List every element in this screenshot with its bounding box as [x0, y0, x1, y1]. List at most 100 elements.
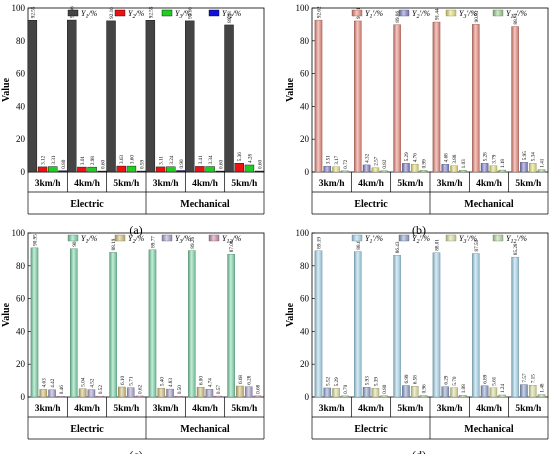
bar	[450, 387, 458, 398]
bar	[97, 170, 108, 173]
bar	[48, 389, 56, 398]
data-label: 0.70	[343, 384, 349, 393]
bar	[196, 386, 205, 398]
y-tick-label: 40	[300, 326, 310, 336]
category-label: 3km/h	[437, 404, 464, 414]
group-label: Electric	[354, 424, 388, 435]
data-label: 5.29	[404, 152, 410, 161]
data-label: 4.28	[247, 153, 253, 162]
category-label: 4km/h	[476, 404, 503, 414]
bar	[362, 164, 371, 173]
y-tick-label: 60	[16, 294, 26, 304]
bar	[135, 395, 144, 398]
category-label: 4km/h	[476, 179, 503, 189]
bar	[116, 165, 126, 173]
data-label: 5.36	[237, 152, 243, 161]
bar	[353, 251, 362, 398]
bar	[227, 254, 235, 398]
y-tick-label: 80	[300, 36, 310, 46]
data-label: 4.74	[207, 378, 213, 387]
bar	[471, 253, 480, 398]
data-label: 0.72	[343, 159, 349, 168]
data-label: 6.29	[443, 375, 449, 384]
data-label: 85.28	[513, 243, 519, 255]
data-label: 89.19	[316, 237, 322, 249]
data-label: 0.52	[98, 385, 104, 394]
y-tick-label: 20	[16, 134, 26, 144]
data-label: 3.34	[208, 155, 214, 164]
data-label: 3.01	[80, 156, 86, 165]
data-label: 4.68	[443, 153, 449, 162]
data-label: 1.24	[500, 383, 506, 392]
legend-label: Y2'/%	[412, 234, 430, 245]
bar	[126, 165, 137, 173]
bar	[69, 248, 78, 398]
data-label: 92.55	[30, 6, 36, 18]
y-tick-label: 0	[21, 167, 26, 177]
legend-swatch	[114, 234, 126, 242]
bar	[323, 166, 332, 173]
legend-swatch	[114, 9, 126, 17]
data-label: 3.51	[325, 155, 331, 164]
data-label: 89.68	[227, 11, 233, 23]
y-tick-label: 100	[12, 228, 26, 238]
bar	[37, 166, 48, 173]
chart-panel-3: 020406080100Value90.954.634.420.463km/h9…	[1, 228, 265, 454]
bar	[341, 170, 349, 173]
data-label: 0.59	[140, 160, 146, 169]
y-axis-label: Value	[1, 302, 12, 327]
category-label: 5km/h	[397, 404, 424, 414]
bar	[106, 20, 116, 173]
bar	[57, 396, 65, 398]
legend-label: Y3/%	[175, 9, 192, 20]
group-label: Electric	[70, 424, 104, 435]
bar	[537, 169, 546, 173]
panel-label: (c)	[129, 448, 142, 454]
data-label: 6.68	[238, 375, 244, 384]
category-label: 4km/h	[74, 179, 101, 189]
legend-label: Y3'/%	[459, 9, 477, 20]
category-label: 3km/h	[35, 179, 62, 189]
bar	[419, 395, 428, 398]
panel-label: (b)	[412, 223, 426, 237]
legend-label: Y2/%	[128, 9, 145, 20]
bar	[78, 388, 87, 398]
bar	[314, 19, 323, 173]
legend-swatch	[398, 9, 410, 17]
data-label: 5.71	[129, 376, 135, 385]
bar	[410, 386, 419, 398]
category-label: 5km/h	[231, 404, 258, 414]
y-axis-label: Value	[1, 77, 12, 102]
data-label: 0.99	[422, 159, 428, 168]
data-label: 87.04	[229, 240, 235, 252]
bar	[520, 384, 528, 398]
bar	[537, 394, 546, 398]
panel-label: (a)	[129, 223, 142, 237]
category-label: 4km/h	[358, 179, 385, 189]
data-label: 5.61	[491, 376, 497, 385]
legend-swatch	[67, 9, 79, 17]
data-label: 1.18	[500, 159, 506, 168]
category-label: 5km/h	[113, 179, 140, 189]
bar	[96, 395, 104, 398]
bar	[314, 250, 323, 398]
y-axis-label: Value	[285, 302, 296, 327]
data-label: 92.16	[188, 7, 194, 19]
data-label: 0.62	[138, 384, 144, 393]
legend-swatch	[208, 9, 220, 17]
y-tick-label: 40	[300, 101, 310, 111]
legend-label: Y1/%	[81, 9, 98, 20]
y-tick-label: 20	[16, 359, 26, 369]
bar	[176, 170, 186, 173]
category-label: 3km/h	[153, 404, 180, 414]
data-label: 1.41	[540, 158, 546, 167]
bar	[87, 166, 97, 173]
data-label: 0.46	[59, 385, 65, 394]
legend-label: Y12'/%	[506, 234, 527, 245]
data-label: 5.29	[334, 377, 340, 386]
data-label: 2.98	[90, 156, 96, 165]
data-label: 87.50	[474, 239, 480, 251]
bar	[371, 167, 380, 173]
y-axis-label: Value	[285, 77, 296, 102]
bar	[254, 170, 265, 173]
